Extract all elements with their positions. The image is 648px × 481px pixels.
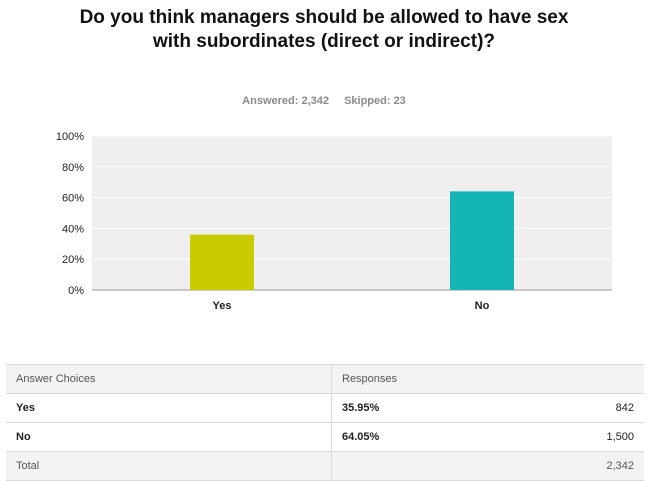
y-tick-label: 20%	[62, 254, 84, 266]
choice-percent: 64.05%	[331, 422, 503, 452]
answered-count: Answered: 2,342	[242, 95, 329, 107]
results-table: Answer Choices Responses Yes 35.95% 842 …	[6, 364, 644, 481]
table-total-row: Total 2,342	[6, 451, 644, 481]
y-tick-label: 0%	[68, 285, 84, 297]
y-tick-label: 80%	[62, 162, 84, 174]
chart-title: Do you think managers should be allowed …	[79, 7, 569, 52]
response-stats: Answered: 2,342 Skipped: 23	[0, 95, 648, 107]
x-tick-label: Yes	[213, 300, 232, 312]
choice-percent: 35.95%	[331, 393, 503, 423]
y-tick-label: 100%	[56, 131, 84, 143]
choice-label: Yes	[6, 393, 332, 423]
y-tick-label: 60%	[62, 193, 84, 205]
table-row: No 64.05% 1,500	[6, 422, 644, 452]
choice-label: No	[6, 422, 332, 452]
skipped-count: Skipped: 23	[344, 95, 406, 107]
y-tick-label: 40%	[62, 223, 84, 235]
x-tick-label: No	[475, 300, 490, 312]
total-label: Total	[6, 451, 332, 481]
bar-yes	[190, 234, 254, 290]
table-header-row: Answer Choices Responses	[6, 364, 644, 394]
header-answer-choices: Answer Choices	[6, 364, 332, 394]
table-row: Yes 35.95% 842	[6, 393, 644, 423]
choice-count: 1,500	[502, 422, 644, 452]
plot-background	[92, 136, 612, 290]
total-count: 2,342	[502, 451, 644, 481]
bar-no	[450, 191, 514, 290]
choice-count: 842	[502, 393, 644, 423]
header-responses: Responses	[331, 364, 644, 394]
bar-chart: 0% 20% 40% 60% 80% 100% Yes No	[56, 131, 612, 312]
